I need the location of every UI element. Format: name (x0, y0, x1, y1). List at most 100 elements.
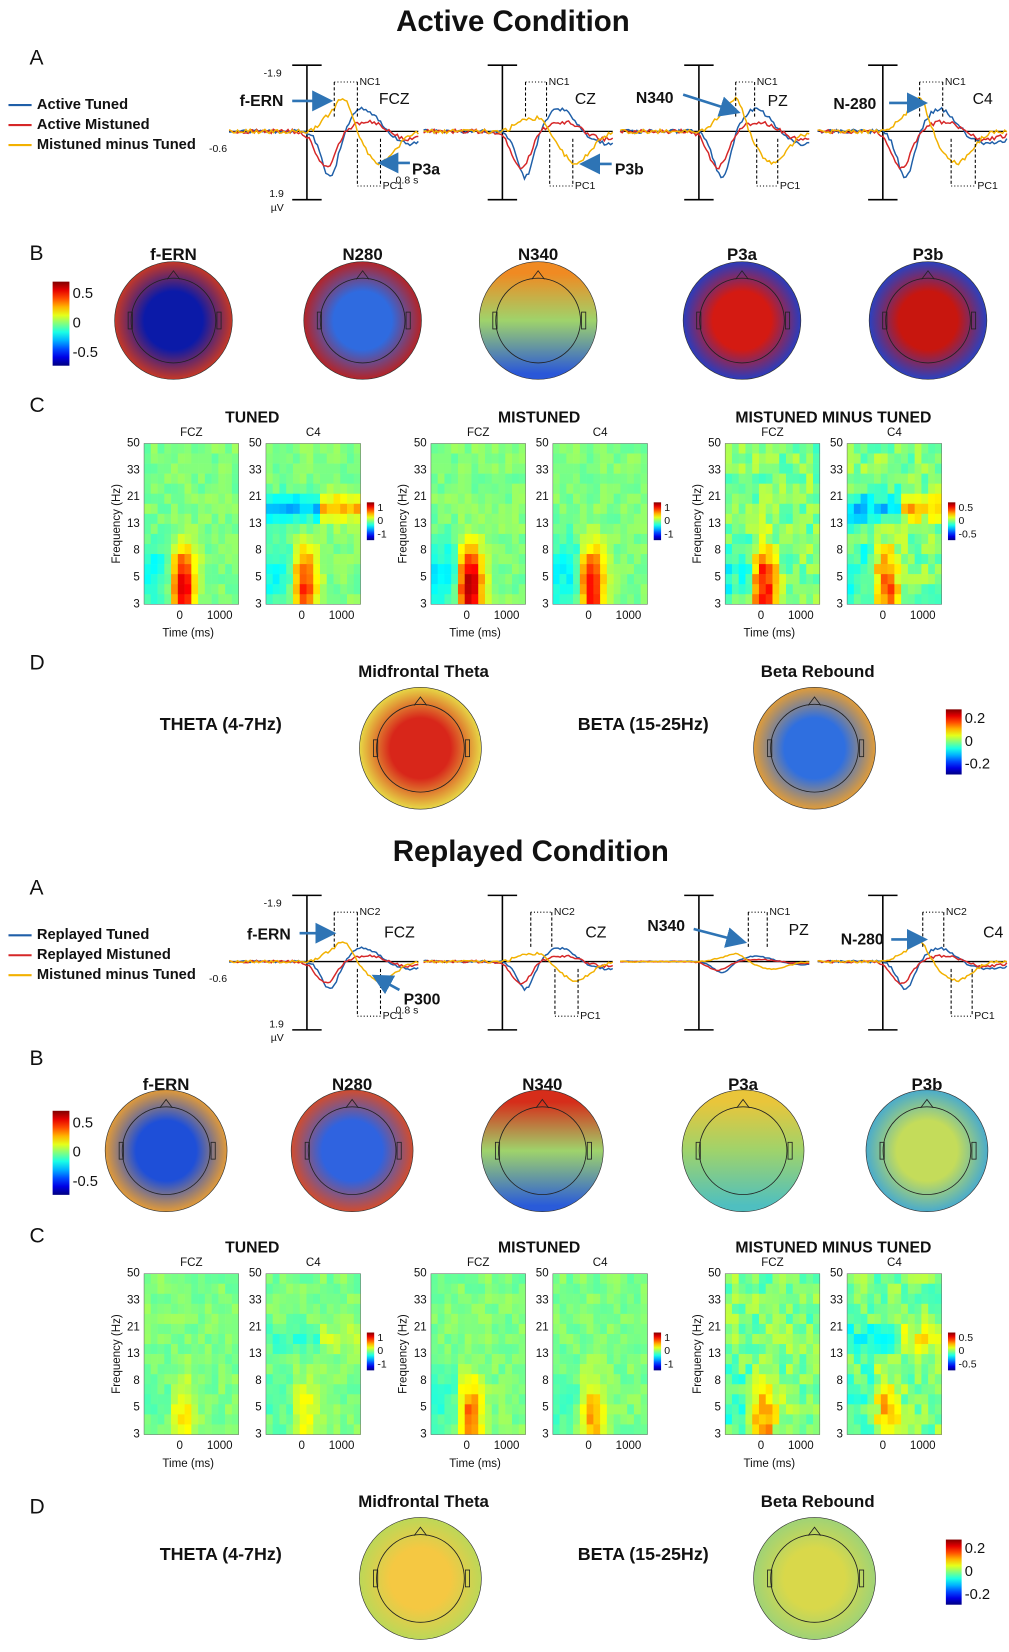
tf-cell (854, 514, 861, 524)
tf-cell (218, 1404, 225, 1414)
tf-cell (901, 1364, 908, 1374)
tf-cell (431, 524, 438, 534)
tf-cell (164, 524, 171, 534)
tf-cell (928, 1404, 935, 1414)
tf-cell (600, 494, 607, 504)
tf-cell (158, 584, 165, 594)
tf-cell (451, 1314, 458, 1324)
tf-cell (485, 1334, 492, 1344)
tf-cell (894, 544, 901, 554)
tf-cell (553, 1394, 560, 1404)
tf-cell (286, 484, 293, 494)
tf-cell (306, 584, 313, 594)
tf-cell (178, 534, 185, 544)
tf-cell (888, 514, 895, 524)
tf-cell (928, 1284, 935, 1294)
tf-cell (151, 534, 158, 544)
tf-cell (921, 1284, 928, 1294)
page: {"sections": [ {"title": "Active Conditi… (0, 0, 1009, 1652)
panel-label: C (29, 1224, 44, 1247)
tf-cell (888, 1334, 895, 1344)
y-tick-label: 50 (708, 1268, 721, 1280)
tf-cell (620, 504, 627, 514)
tf-cell (144, 1314, 151, 1324)
tf-cell (779, 454, 786, 464)
tf-cell (614, 1344, 621, 1354)
tf-cell (894, 594, 901, 604)
tf-cell (867, 1394, 874, 1404)
tf-cell (607, 514, 614, 524)
tf-cell (164, 534, 171, 544)
tf-cell (725, 554, 732, 564)
tf-cell (766, 564, 773, 574)
tf-cell (627, 554, 634, 564)
tf-cell (600, 544, 607, 554)
tf-cell (293, 1314, 300, 1324)
tf-cell (745, 1374, 752, 1384)
tf-cell (225, 564, 232, 574)
tf-cell (471, 1404, 478, 1414)
tf-cell (205, 554, 212, 564)
tf-cell (485, 454, 492, 464)
tf-cell (854, 584, 861, 594)
tf-cell (178, 574, 185, 584)
tf-cell (512, 1294, 519, 1304)
tf-cell (171, 564, 178, 574)
tf-cell (901, 1274, 908, 1284)
tf-cell (614, 1284, 621, 1294)
tf-cell (266, 534, 273, 544)
tf-cell (158, 454, 165, 464)
tf-cell (766, 1304, 773, 1314)
tf-cell (593, 534, 600, 544)
tf-cell (573, 494, 580, 504)
tf-cell (144, 464, 151, 474)
tf-cell (813, 1364, 820, 1374)
tf-cell (607, 1294, 614, 1304)
tf-cell (158, 1334, 165, 1344)
tf-cell (867, 1304, 874, 1314)
tf-cell (485, 1364, 492, 1374)
channel-label: FCZ (467, 427, 489, 439)
tf-cell (861, 554, 868, 564)
tf-cell (901, 1404, 908, 1414)
tf-cell (752, 494, 759, 504)
tf-cell (813, 1384, 820, 1394)
tf-cell (614, 594, 621, 604)
tf-cell (519, 1414, 526, 1424)
tf-cell (438, 454, 445, 464)
tf-cell (861, 454, 868, 464)
tf-cell (327, 504, 334, 514)
tf-cell (279, 584, 286, 594)
tf-cell (915, 1304, 922, 1314)
tf-cell (580, 1344, 587, 1354)
tf-cell (752, 554, 759, 564)
tf-cell (340, 1284, 347, 1294)
tf-cell (587, 1364, 594, 1374)
tf-cell (620, 1304, 627, 1314)
tf-cell (560, 584, 567, 594)
tf-cell (158, 1374, 165, 1384)
tf-cell (901, 594, 908, 604)
tf-cell (806, 554, 813, 564)
x-tick-label: 0 (880, 610, 886, 622)
tf-cell (465, 1394, 472, 1404)
tf-cell (867, 1344, 874, 1354)
tf-cell (225, 474, 232, 484)
tf-cell (340, 544, 347, 554)
tf-cell (894, 443, 901, 453)
tf-cell (218, 1424, 225, 1434)
tf-cell (627, 1344, 634, 1354)
map-title: Beta Rebound (761, 662, 875, 681)
tf-cell (620, 1374, 627, 1384)
tf-cell (847, 1384, 854, 1394)
y-tick-label: 8 (836, 545, 842, 557)
tf-cell (171, 443, 178, 453)
tf-cell (867, 1314, 874, 1324)
tf-cell (505, 504, 512, 514)
tf-cell (171, 554, 178, 564)
channel-label: C4 (593, 1257, 608, 1269)
tf-cell (293, 1334, 300, 1344)
tf-cell (347, 1374, 354, 1384)
colorbar-label: 0 (73, 316, 81, 332)
tf-cell (593, 514, 600, 524)
